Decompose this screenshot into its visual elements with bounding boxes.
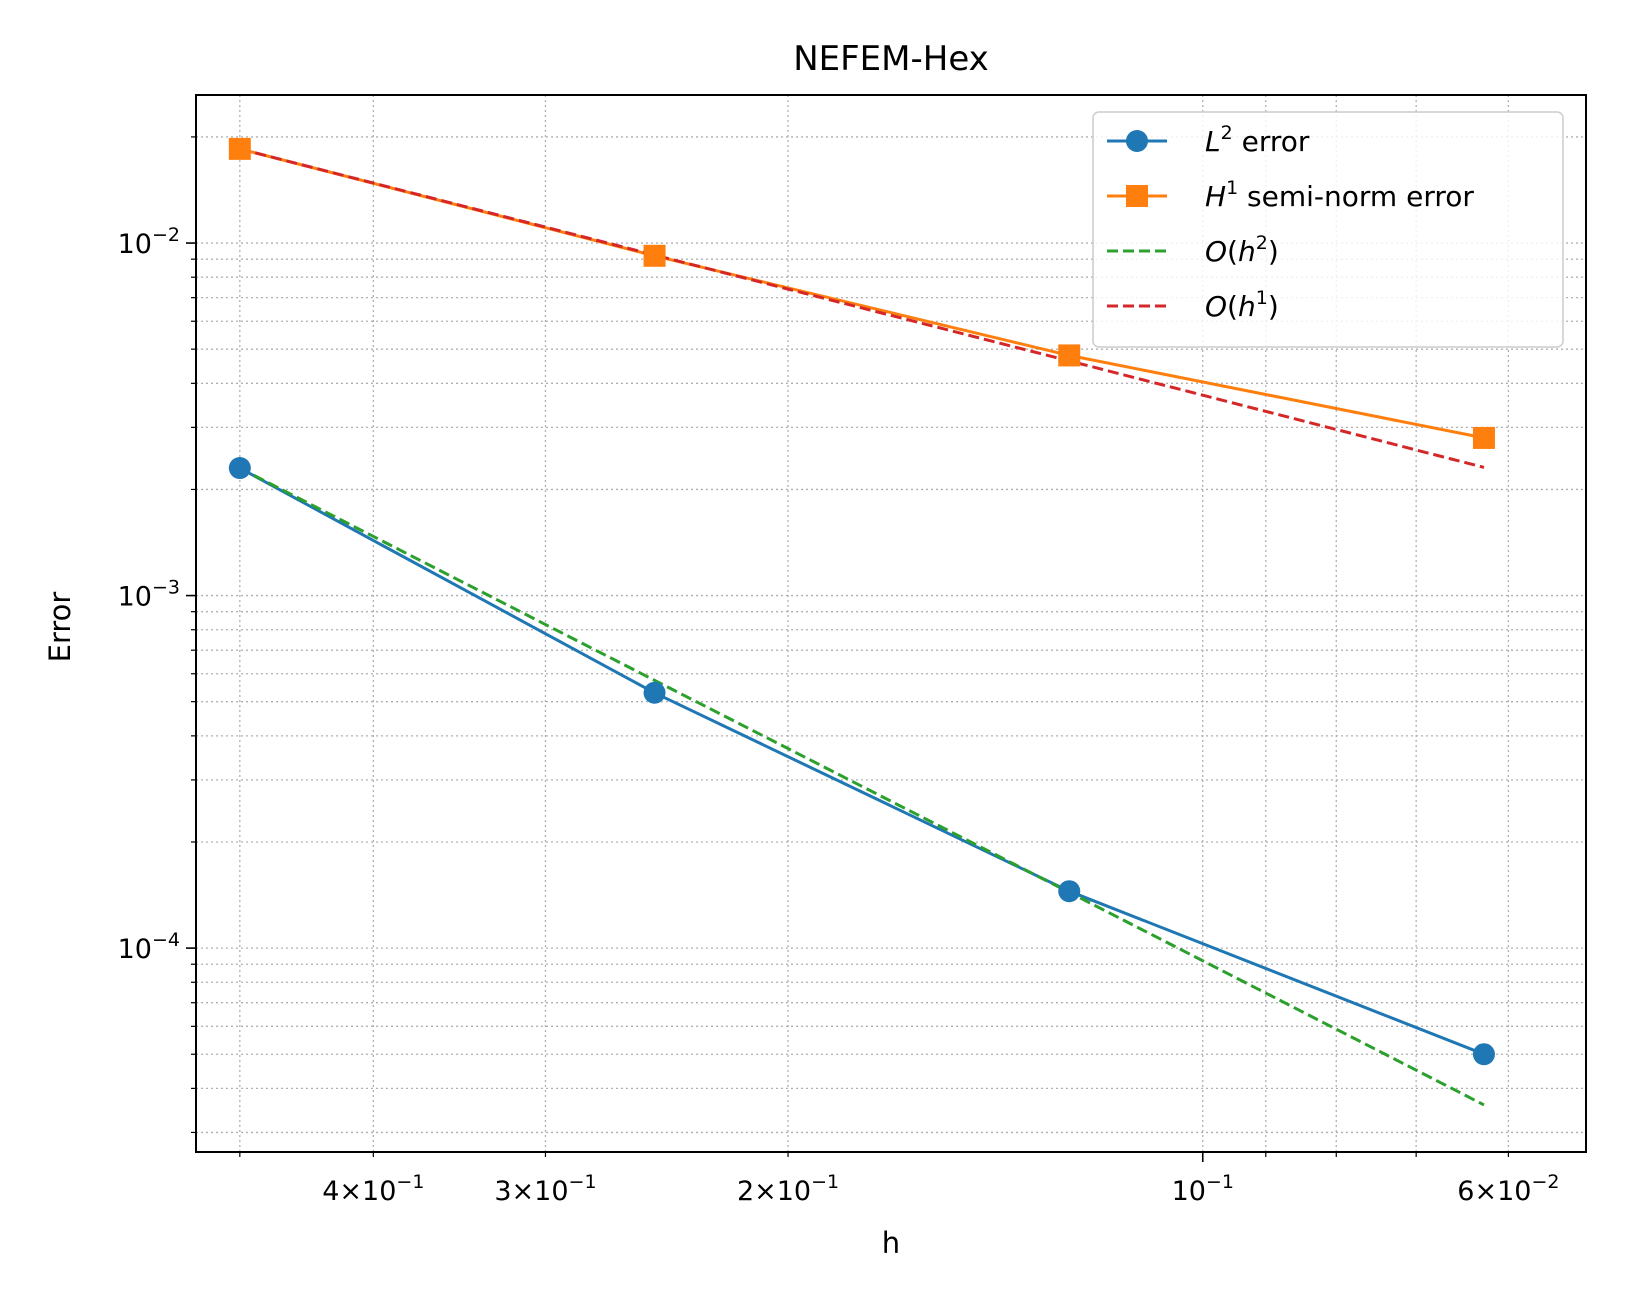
data-point-h1-semi-norm-error (643, 244, 666, 267)
x-tick-label: 6×10−2 (1457, 1171, 1559, 1207)
y-tick-label: 10−3 (118, 577, 180, 613)
legend-label-o-h1: O(h1) (1205, 287, 1279, 323)
series-markers (228, 137, 1495, 1066)
axis-ticks (186, 136, 1509, 1162)
x-tick-label: 10−1 (1172, 1171, 1234, 1207)
legend-label-o-h2: O(h2) (1205, 232, 1279, 268)
grid (196, 95, 1586, 1152)
data-point-l2-error (643, 681, 666, 704)
series-lines (239, 147, 1485, 1107)
x-tick-label: 4×10−1 (322, 1171, 424, 1207)
data-point-h1-semi-norm-error (1058, 344, 1081, 367)
tick-labels: 4×10−1 3×10−1 2×10−1 10−1 6×10−2 10−2 10−3 10−4 (118, 224, 1560, 1207)
legend-marker (1126, 130, 1148, 152)
legend-label-h1-semi-norm-error: H1 semi-norm error (1205, 177, 1474, 213)
y-axis-label: Error (43, 592, 77, 663)
legend-label-l2-error: L2 error (1205, 122, 1310, 158)
series-line-l2-error (239, 466, 1485, 1056)
legend: L2 error H1 semi-norm error O(h2) O(h1) (1092, 111, 1564, 348)
data-point-h1-semi-norm-error (228, 137, 251, 160)
series-line-o-h2 (239, 466, 1485, 1107)
legend-box (1092, 111, 1564, 348)
legend-marker (1126, 185, 1148, 207)
y-tick-label: 10−2 (118, 224, 180, 260)
data-point-l2-error (1472, 1043, 1495, 1066)
series-line-o-h1 (239, 147, 1485, 469)
x-tick-label: 3×10−1 (494, 1171, 596, 1207)
y-tick-label: 10−4 (118, 929, 180, 965)
data-point-l2-error (1058, 880, 1081, 903)
data-point-l2-error (228, 457, 251, 480)
plot-frame (195, 94, 1587, 1153)
chart-title: NEFEM-Hex (793, 39, 989, 79)
x-axis-label: h (882, 1226, 900, 1260)
x-tick-label: 2×10−1 (737, 1171, 839, 1207)
data-point-h1-semi-norm-error (1472, 426, 1495, 449)
